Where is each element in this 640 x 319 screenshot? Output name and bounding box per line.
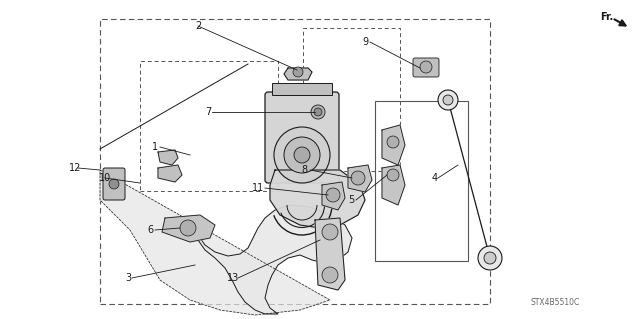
Text: 12: 12 (69, 163, 81, 173)
Text: 10: 10 (99, 173, 111, 183)
Bar (140, 61, 278, 191)
Circle shape (326, 188, 340, 202)
Circle shape (109, 179, 119, 189)
Circle shape (180, 220, 196, 236)
Text: 4: 4 (432, 173, 438, 183)
Text: STX4B5510C: STX4B5510C (531, 298, 580, 307)
Polygon shape (100, 170, 330, 315)
Bar (303, 28, 400, 171)
Polygon shape (195, 205, 352, 314)
Polygon shape (382, 165, 405, 205)
FancyBboxPatch shape (103, 168, 125, 200)
Text: 7: 7 (205, 107, 211, 117)
Circle shape (322, 267, 338, 283)
Text: 3: 3 (125, 273, 131, 283)
Circle shape (293, 67, 303, 77)
Polygon shape (382, 125, 405, 165)
Circle shape (351, 171, 365, 185)
Circle shape (311, 105, 325, 119)
Text: 1: 1 (152, 142, 158, 152)
Circle shape (443, 95, 453, 105)
Text: 11: 11 (252, 183, 264, 193)
Text: 6: 6 (147, 225, 153, 235)
Polygon shape (348, 165, 372, 192)
Polygon shape (284, 68, 312, 80)
Text: Fr.: Fr. (600, 12, 613, 22)
Circle shape (484, 252, 496, 264)
Polygon shape (322, 182, 345, 210)
Circle shape (322, 224, 338, 240)
Circle shape (387, 169, 399, 181)
Circle shape (294, 147, 310, 163)
Text: 13: 13 (227, 273, 239, 283)
Circle shape (314, 108, 322, 116)
Circle shape (387, 136, 399, 148)
Polygon shape (158, 150, 178, 165)
Circle shape (274, 127, 330, 183)
Text: 2: 2 (195, 21, 201, 31)
Text: 5: 5 (348, 195, 354, 205)
FancyBboxPatch shape (265, 92, 339, 183)
Circle shape (438, 90, 458, 110)
Circle shape (284, 137, 320, 173)
Text: 9: 9 (362, 37, 368, 47)
Polygon shape (315, 218, 345, 290)
Bar (272, 83, 332, 95)
Circle shape (420, 61, 432, 73)
Text: 8: 8 (301, 165, 307, 175)
Bar (100, 19, 490, 304)
Bar (375, 101, 468, 261)
Polygon shape (158, 165, 182, 182)
Polygon shape (270, 170, 365, 228)
FancyBboxPatch shape (413, 58, 439, 77)
Circle shape (478, 246, 502, 270)
Polygon shape (162, 215, 215, 242)
